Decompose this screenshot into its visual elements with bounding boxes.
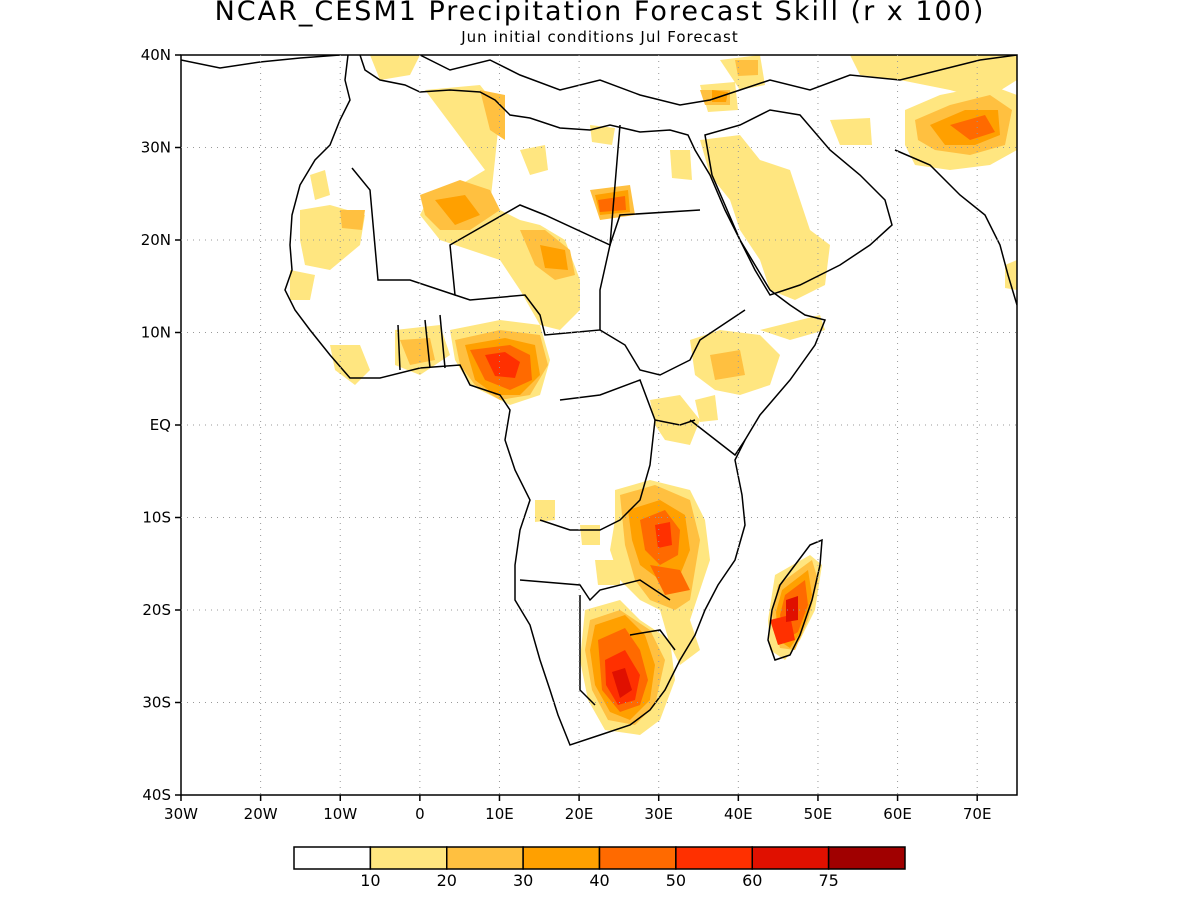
- colorbar-label: 10: [360, 871, 380, 890]
- axis-ticks: 30W 20W 10W 0 10E 20E 30E 40E 50E 60E 70E 40N 30N 20N…: [141, 46, 992, 823]
- y-tick-label: 10N: [141, 324, 171, 342]
- y-tick-label: 30S: [142, 694, 171, 712]
- colorbar-swatch: [369, 846, 448, 870]
- y-tick-label: 40S: [142, 786, 171, 804]
- x-tick-label: 70E: [963, 805, 992, 823]
- colorbar-label: 60: [742, 871, 762, 890]
- x-tick-label: 30W: [164, 805, 198, 823]
- x-tick-label: 40E: [724, 805, 753, 823]
- colorbar-label: 40: [589, 871, 609, 890]
- colorbar-swatch: [751, 846, 830, 870]
- colorbar-label: 50: [666, 871, 686, 890]
- chart-subtitle: Jun initial conditions Jul Forecast: [461, 28, 739, 46]
- y-tick-label: 10S: [142, 509, 171, 527]
- y-tick-label: 20S: [142, 601, 171, 619]
- y-tick-label: 20N: [141, 231, 171, 249]
- colorbar-swatch: [827, 846, 906, 870]
- gridlines: [181, 55, 1017, 795]
- chart-title: NCAR_CESM1 Precipitation Forecast Skill …: [214, 0, 986, 27]
- x-tick-label: 50E: [804, 805, 833, 823]
- y-tick-label: 30N: [141, 139, 171, 157]
- y-tick-label: EQ: [150, 416, 171, 434]
- x-tick-label: 20E: [565, 805, 594, 823]
- colorbar-label: 75: [818, 871, 838, 890]
- colorbar-label: 30: [513, 871, 533, 890]
- colorbar: 10 20 30 40 50 60 75: [293, 846, 906, 890]
- colorbar-swatch: [598, 846, 677, 870]
- x-tick-label: 10E: [485, 805, 514, 823]
- y-tick-label: 40N: [141, 46, 171, 64]
- colorbar-swatch: [446, 846, 524, 870]
- x-tick-label: 20W: [244, 805, 278, 823]
- coastlines: [181, 55, 1017, 746]
- x-tick-label: 0: [415, 805, 425, 823]
- colorbar-label: 20: [437, 871, 457, 890]
- colorbar-swatch: [675, 846, 753, 870]
- x-tick-label: 10W: [323, 805, 357, 823]
- colorbar-swatch: [522, 846, 601, 870]
- x-tick-label: 60E: [883, 805, 912, 823]
- skill-shading: [290, 55, 1017, 735]
- x-tick-label: 30E: [644, 805, 673, 823]
- colorbar-swatch: [293, 846, 372, 870]
